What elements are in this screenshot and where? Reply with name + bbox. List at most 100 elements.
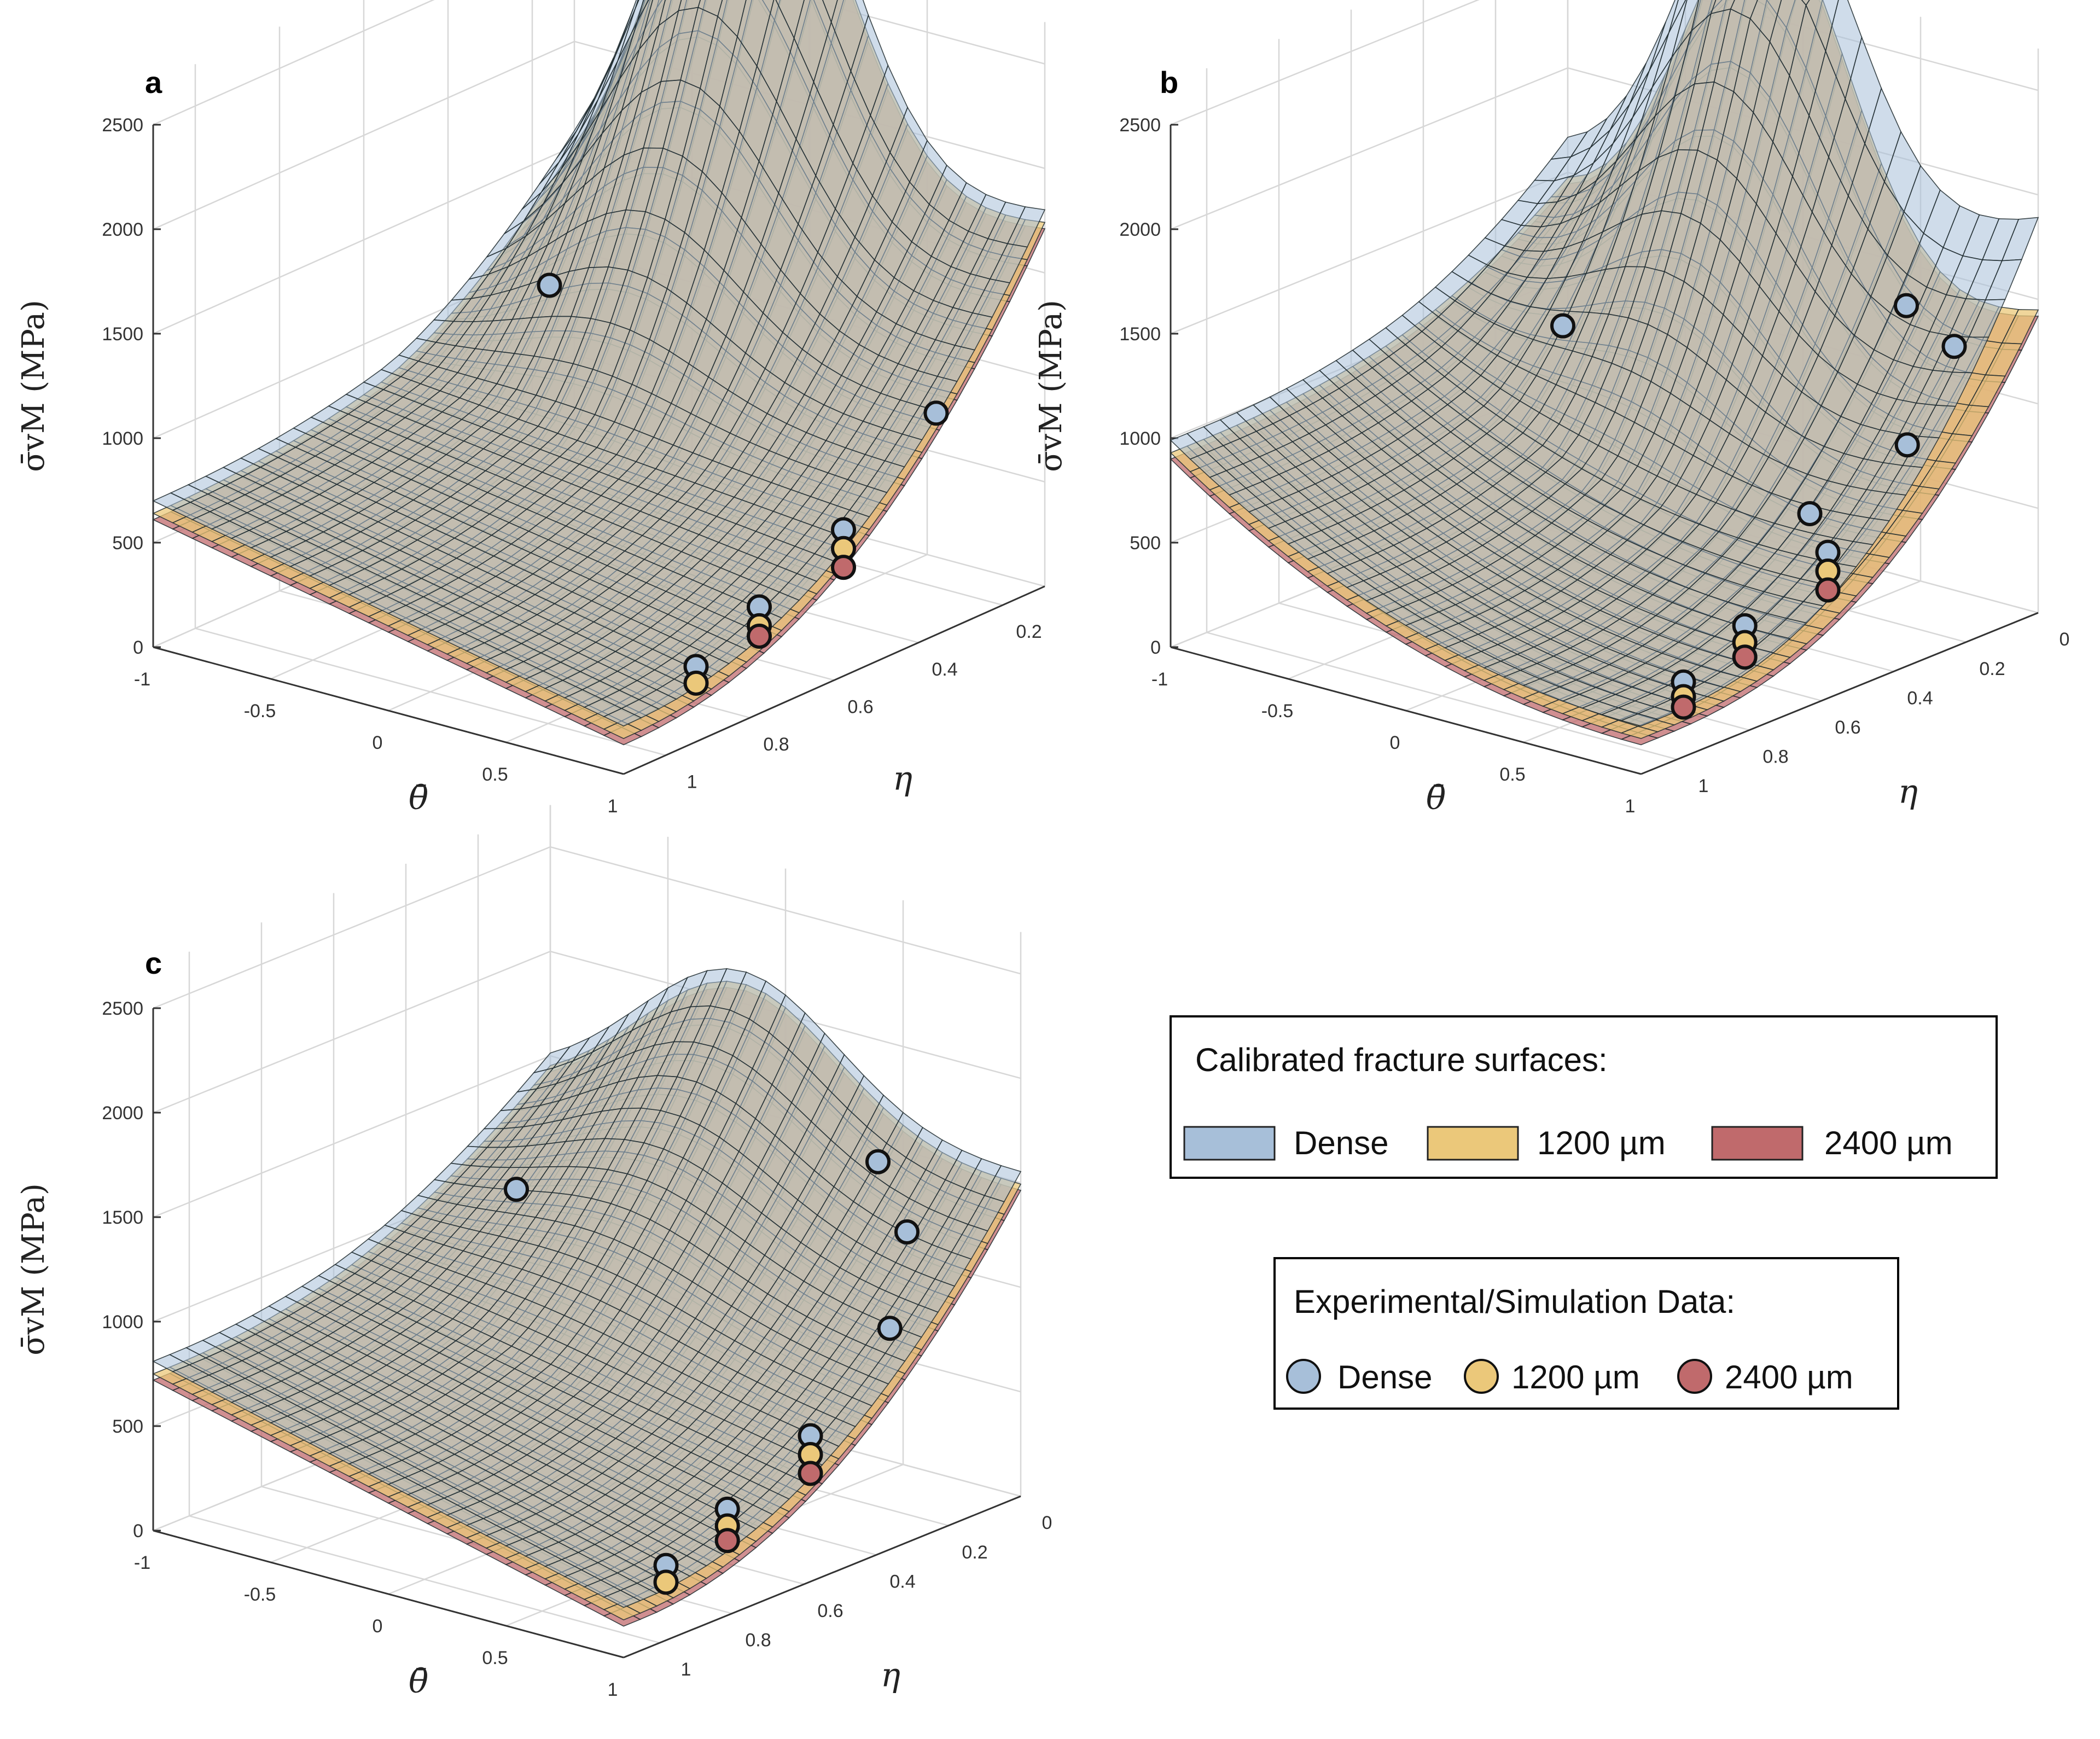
- z-axis-label-c: σ̄vM (MPa): [16, 1183, 51, 1356]
- z-tick-c: 2500: [102, 998, 143, 1019]
- y-tick-b: 0.8: [1762, 747, 1788, 767]
- y-axis-label-c: η: [881, 1656, 900, 1695]
- z-tick-a: 2500: [102, 115, 143, 136]
- x-axis-label-c: θ̄: [409, 1662, 428, 1701]
- data-points-a: [537, 272, 949, 696]
- legend-point-label-dense: Dense: [1337, 1359, 1432, 1395]
- data-point: [747, 624, 772, 649]
- y-tick-c: 0.4: [889, 1571, 915, 1592]
- x-tick-a: 1: [608, 796, 618, 817]
- y-tick-b: 0.4: [1907, 688, 1933, 708]
- x-tick-a: 0.5: [482, 764, 508, 785]
- legend-points: Experimental/Simulation Data: Dense 1200…: [1273, 1257, 1899, 1410]
- x-tick-b: 1: [1625, 796, 1636, 817]
- axes-c: [152, 1008, 1021, 1659]
- data-point: [1550, 313, 1575, 339]
- surface-Dense: [152, 0, 1046, 727]
- x-tick-b: 0.5: [1499, 764, 1525, 785]
- y-tick-a: 0.8: [763, 734, 789, 755]
- x-tick-a: -0.5: [244, 701, 276, 722]
- panel-b: b 0 500 1000 1500 2000 2500 -1 -0.5 0 0.5 1 0 0.2 0.4 0…: [1033, 0, 2069, 817]
- y-axis-label-b: η: [1898, 773, 1918, 811]
- data-point: [798, 1461, 823, 1486]
- data-point: [537, 272, 562, 298]
- panel-letter-a: a: [145, 65, 162, 100]
- z-tick-c: 0: [133, 1521, 143, 1542]
- data-point: [1894, 432, 1920, 458]
- data-point: [1815, 577, 1841, 603]
- y-axis-label-a: η: [893, 759, 912, 798]
- axes-b: [1170, 125, 2039, 775]
- data-point: [504, 1177, 529, 1202]
- x-tick-b: -0.5: [1261, 701, 1294, 722]
- z-tick-c: 1500: [102, 1207, 143, 1228]
- surface-Dense: [1170, 0, 2039, 726]
- x-tick-a: 0: [373, 732, 383, 753]
- x-axis-label-a: θ̄: [409, 779, 428, 817]
- y-tick-c: 0.8: [745, 1630, 771, 1651]
- y-tick-b: 1: [1698, 776, 1709, 796]
- data-point: [894, 1219, 920, 1244]
- data-point: [714, 1528, 740, 1554]
- y-tick-c: 0: [1042, 1513, 1052, 1533]
- legend-surfaces-box: [1170, 1015, 1998, 1179]
- z-tick-b: 0: [1150, 637, 1161, 658]
- x-tick-a: -1: [134, 669, 150, 690]
- z-tick-a: 0: [133, 637, 143, 658]
- z-tick-b: 500: [1130, 533, 1161, 554]
- y-tick-b: 0.2: [1979, 659, 2005, 679]
- data-point: [1671, 694, 1696, 720]
- data-point: [1941, 334, 1967, 359]
- legend-marker-2400: [1677, 1359, 1712, 1394]
- z-tick-b: 2500: [1119, 115, 1161, 136]
- y-tick-a: 0.6: [847, 696, 873, 717]
- y-tick-a: 0.2: [1016, 621, 1042, 642]
- legend-label-2400: 2400 µm: [1824, 1125, 1953, 1161]
- z-tick-c: 2000: [102, 1103, 143, 1124]
- surface-Dense: [152, 968, 1022, 1608]
- y-tick-c: 0.6: [817, 1601, 843, 1621]
- data-point: [1732, 644, 1758, 670]
- z-tick-b: 1500: [1119, 324, 1161, 345]
- legend-label-1200: 1200 µm: [1537, 1125, 1666, 1161]
- x-tick-c: 1: [608, 1679, 618, 1700]
- y-tick-b: 0.6: [1835, 717, 1860, 738]
- data-point: [683, 670, 709, 696]
- legend-points-box: [1273, 1257, 1899, 1410]
- legend-marker-1200: [1464, 1359, 1499, 1394]
- z-axis-label-b: σ̄vM (MPa): [1033, 300, 1069, 472]
- z-tick-a: 1000: [102, 428, 143, 449]
- axes-a: [152, 125, 1045, 775]
- data-point: [653, 1569, 679, 1595]
- legend-swatch-2400: [1711, 1126, 1804, 1161]
- legend-point-label-1200: 1200 µm: [1511, 1359, 1640, 1395]
- data-points-b: [1550, 293, 1967, 720]
- data-point: [1894, 293, 1919, 318]
- z-tick-b: 2000: [1119, 219, 1161, 240]
- panel-c: c 0 500 1000 1500 2000 2500 -1 -0.5 0 0.5 1 0 0.2 0.4 0…: [16, 805, 1052, 1701]
- legend-label-dense: Dense: [1294, 1125, 1388, 1161]
- data-points-c: [504, 1149, 920, 1595]
- x-tick-b: 0: [1390, 732, 1400, 753]
- legend-surfaces: Calibrated fracture surfaces: Dense 1200…: [1170, 1015, 1998, 1179]
- panel-letter-c: c: [145, 946, 162, 980]
- data-point: [877, 1316, 903, 1341]
- x-tick-c: 0.5: [482, 1648, 508, 1668]
- z-tick-c: 500: [112, 1416, 143, 1437]
- legend-marker-dense: [1286, 1359, 1321, 1394]
- panel-a: a 0 500 1000 1500 2000 2500 -1 -0.5 0 0.5 1 0.2 0.4 0.…: [16, 0, 1046, 817]
- data-point: [831, 555, 856, 580]
- z-tick-a: 500: [112, 533, 143, 554]
- legend-swatch-dense: [1183, 1126, 1276, 1161]
- z-tick-c: 1000: [102, 1312, 143, 1333]
- data-point: [865, 1149, 891, 1174]
- legend-point-label-2400: 2400 µm: [1725, 1359, 1853, 1395]
- z-tick-b: 1000: [1119, 428, 1161, 449]
- z-tick-a: 1500: [102, 324, 143, 345]
- legend-surfaces-title: Calibrated fracture surfaces:: [1195, 1042, 1608, 1078]
- x-axis-label-b: θ̄: [1426, 779, 1446, 817]
- data-point: [1797, 501, 1823, 527]
- z-axis-label-a: σ̄vM (MPa): [16, 300, 51, 472]
- panel-letter-b: b: [1160, 65, 1178, 100]
